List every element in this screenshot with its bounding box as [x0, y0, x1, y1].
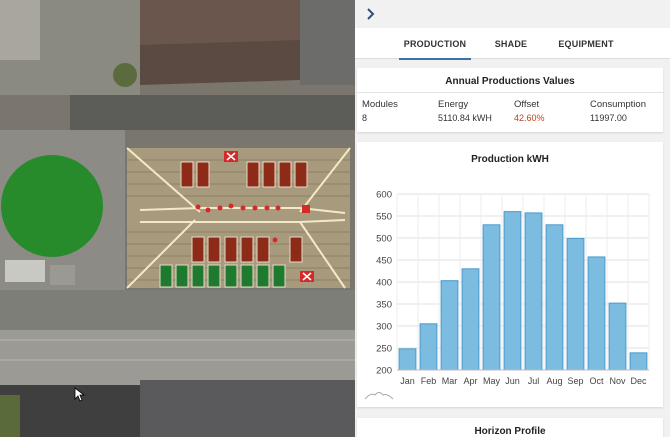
- offset-value: 42.60%: [514, 113, 545, 123]
- card-divider: [357, 92, 663, 93]
- bar-oct: [587, 256, 606, 371]
- x-tick-label: Jun: [505, 376, 520, 386]
- x-tick-label: Nov: [609, 376, 626, 386]
- energy-label: Energy: [438, 99, 469, 110]
- chevron-right-icon[interactable]: [363, 6, 379, 22]
- x-tick-label: Apr: [463, 376, 477, 386]
- tab-equipment[interactable]: EQUIPMENT: [558, 39, 614, 49]
- tab-production[interactable]: PRODUCTION: [399, 28, 471, 60]
- x-tick-label: Jan: [400, 376, 415, 386]
- production-panel: PRODUCTION SHADE METRICS EQUIPMENT Annua…: [355, 0, 670, 437]
- y-tick-label: 550: [376, 212, 392, 223]
- annual-production-card: Annual Productions Values Modules 8 Ener…: [357, 68, 663, 132]
- y-tick-label: 200: [376, 366, 392, 377]
- consumption-label: Consumption: [590, 99, 646, 110]
- production-bar-chart: 200 250 300 350 400 450 500 550 600 Jan Feb Mar Apr M…: [364, 190, 650, 400]
- y-tick-label: 350: [376, 300, 392, 311]
- y-tick-label: 450: [376, 256, 392, 267]
- bar-may: [482, 224, 501, 371]
- consumption-value: 11997.00: [590, 113, 627, 123]
- bar-apr: [461, 268, 480, 371]
- modules-label: Modules: [362, 99, 398, 110]
- offset-label: Offset: [514, 99, 540, 110]
- horizon-profile-title: Horizon Profile: [474, 426, 546, 437]
- x-tick-label: Jul: [528, 376, 540, 386]
- bar-nov: [608, 302, 627, 371]
- x-tick-label: Sep: [567, 376, 583, 386]
- tab-shade-metrics[interactable]: SHADE METRICS: [490, 39, 532, 81]
- tab-bar: PRODUCTION SHADE METRICS EQUIPMENT: [355, 28, 670, 81]
- y-tick-label: 250: [376, 344, 392, 355]
- x-tick-label: Oct: [589, 376, 604, 386]
- mini-chart-icon: [364, 392, 394, 400]
- bar-jun: [503, 211, 522, 371]
- obstruction-marker-icon[interactable]: [300, 271, 314, 282]
- bar-jan: [398, 348, 417, 371]
- horizon-profile-card: Horizon Profile: [357, 418, 663, 437]
- energy-value: 5110.84 kWH: [438, 113, 492, 123]
- x-tick-label: Aug: [546, 376, 562, 386]
- mouse-cursor-icon: [74, 387, 86, 402]
- bar-dec: [629, 352, 648, 371]
- chart-title: Production kWH: [471, 154, 549, 165]
- annual-production-title: Annual Productions Values: [445, 76, 575, 87]
- y-tick-label: 600: [376, 190, 392, 201]
- tree-obstruction[interactable]: [1, 155, 103, 257]
- x-tick-label: May: [483, 376, 501, 386]
- bar-jul: [524, 212, 543, 371]
- production-chart-card: Production kWH 200 250 300 350 400 450 500 550 6…: [357, 142, 663, 407]
- y-tick-label: 300: [376, 322, 392, 333]
- y-tick-label: 400: [376, 278, 392, 289]
- modules-value: 8: [362, 113, 368, 123]
- y-tick-label: 500: [376, 234, 392, 245]
- obstruction-marker-icon[interactable]: [224, 151, 238, 162]
- bar-aug: [545, 224, 564, 371]
- bar-feb: [419, 323, 438, 371]
- x-tick-label: Mar: [442, 376, 458, 386]
- bar-sep: [566, 237, 585, 371]
- satellite-map[interactable]: [0, 0, 355, 437]
- map-canvas[interactable]: [0, 0, 355, 437]
- bar-mar: [440, 280, 459, 371]
- x-tick-label: Dec: [630, 376, 647, 386]
- x-tick-label: Feb: [421, 376, 437, 386]
